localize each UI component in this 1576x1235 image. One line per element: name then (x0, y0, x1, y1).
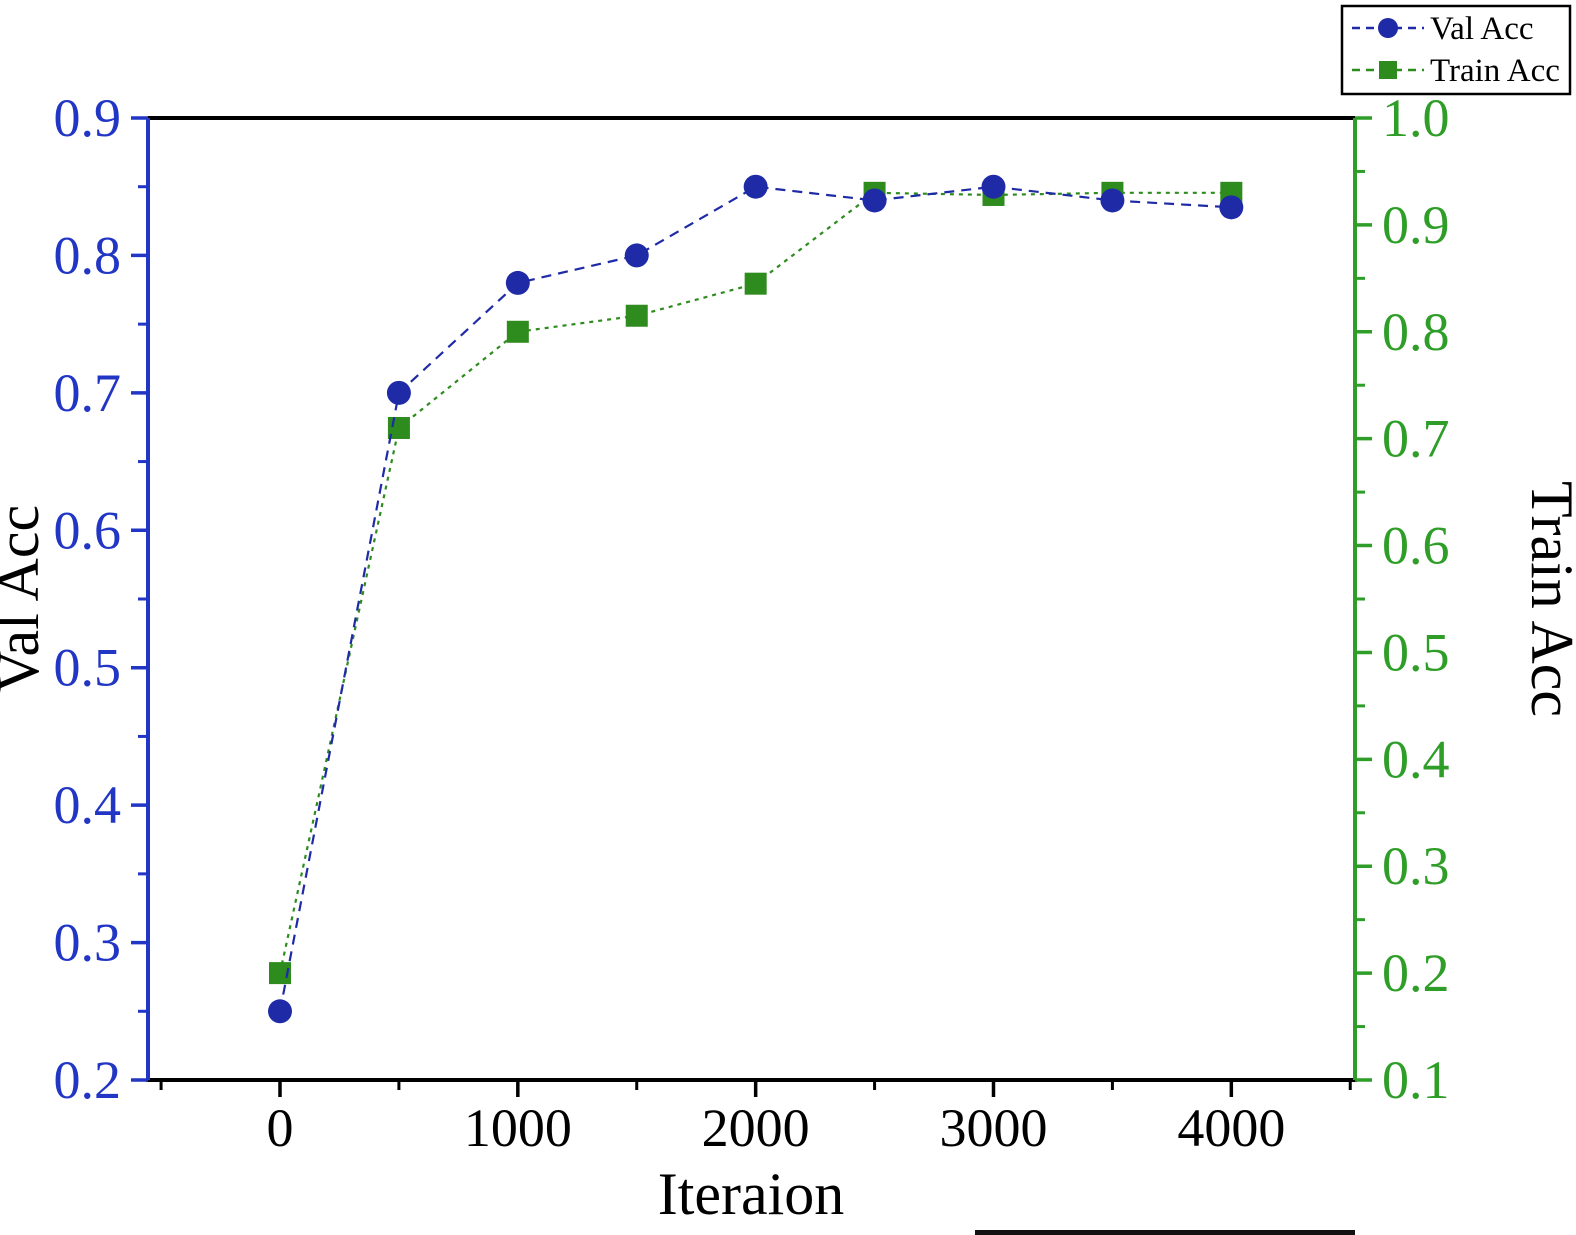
val-acc-point (624, 243, 649, 268)
svg-text:1000: 1000 (464, 1098, 572, 1158)
val-acc-point (1100, 188, 1125, 213)
svg-text:0.6: 0.6 (1382, 516, 1450, 576)
svg-text:0.9: 0.9 (1382, 195, 1450, 255)
svg-text:0.2: 0.2 (54, 1050, 122, 1110)
right-axis-title: Train Acc (1519, 481, 1576, 717)
legend-label-train-acc: Train Acc (1430, 53, 1560, 89)
val-acc-point (267, 999, 292, 1024)
left-axis-title: Val Acc (0, 505, 51, 693)
svg-text:0.5: 0.5 (1382, 622, 1450, 682)
series-train-acc (268, 181, 1243, 985)
val-acc-point (862, 188, 887, 213)
svg-text:0.3: 0.3 (54, 913, 122, 973)
svg-text:0.3: 0.3 (1382, 836, 1450, 896)
val-acc-point (505, 270, 530, 295)
val-acc-point (981, 174, 1006, 199)
svg-text:0.7: 0.7 (1382, 409, 1450, 469)
x-axis-title: Iteraion (658, 1161, 845, 1227)
crop-artifact-line (975, 1230, 1355, 1235)
train-acc-point (506, 320, 529, 343)
svg-text:0.4: 0.4 (1382, 729, 1450, 789)
y-axis-right: 0.1 0.2 0.3 0.4 0.5 0.6 0.7 0.8 0.9 1.0 (1355, 88, 1450, 1110)
svg-text:0.9: 0.9 (54, 88, 122, 148)
svg-text:0.4: 0.4 (54, 775, 122, 835)
legend: Val Acc Train Acc (1340, 4, 1572, 96)
svg-text:0.8: 0.8 (1382, 302, 1450, 362)
plot-area: 0 1000 2000 3000 40000.20.30.40.50.60.70.80.… (54, 88, 1450, 1158)
svg-text:1.0: 1.0 (1382, 88, 1450, 148)
svg-text:4000: 4000 (1177, 1098, 1285, 1158)
legend-marker-val-acc-icon (1378, 18, 1398, 38)
y-axis-left: 0.2 0.3 0.4 0.5 0.6 0.7 0.8 0.9 (54, 88, 148, 1110)
legend-box (1340, 4, 1572, 96)
svg-text:3000: 3000 (939, 1098, 1047, 1158)
svg-text:0.1: 0.1 (1382, 1050, 1450, 1110)
val-acc-point (386, 380, 411, 405)
train-acc-point (268, 962, 291, 985)
x-axis: 0 1000 2000 3000 4000 (159, 1080, 1352, 1158)
svg-text:0.6: 0.6 (54, 500, 122, 560)
val-acc-point (1219, 195, 1244, 220)
val-acc-point (743, 174, 768, 199)
legend-marker-train-acc-icon (1379, 61, 1397, 79)
svg-text:0.5: 0.5 (54, 638, 122, 698)
svg-text:0: 0 (266, 1098, 293, 1158)
svg-text:0.7: 0.7 (54, 363, 122, 423)
svg-text:0.2: 0.2 (1382, 943, 1450, 1003)
legend-label-val-acc: Val Acc (1430, 11, 1534, 47)
series-val-acc (267, 174, 1244, 1024)
svg-text:0.8: 0.8 (54, 225, 122, 285)
train-acc-point (744, 272, 767, 295)
train-acc-point (625, 304, 648, 327)
spines (146, 116, 1357, 1082)
svg-text:2000: 2000 (702, 1098, 810, 1158)
